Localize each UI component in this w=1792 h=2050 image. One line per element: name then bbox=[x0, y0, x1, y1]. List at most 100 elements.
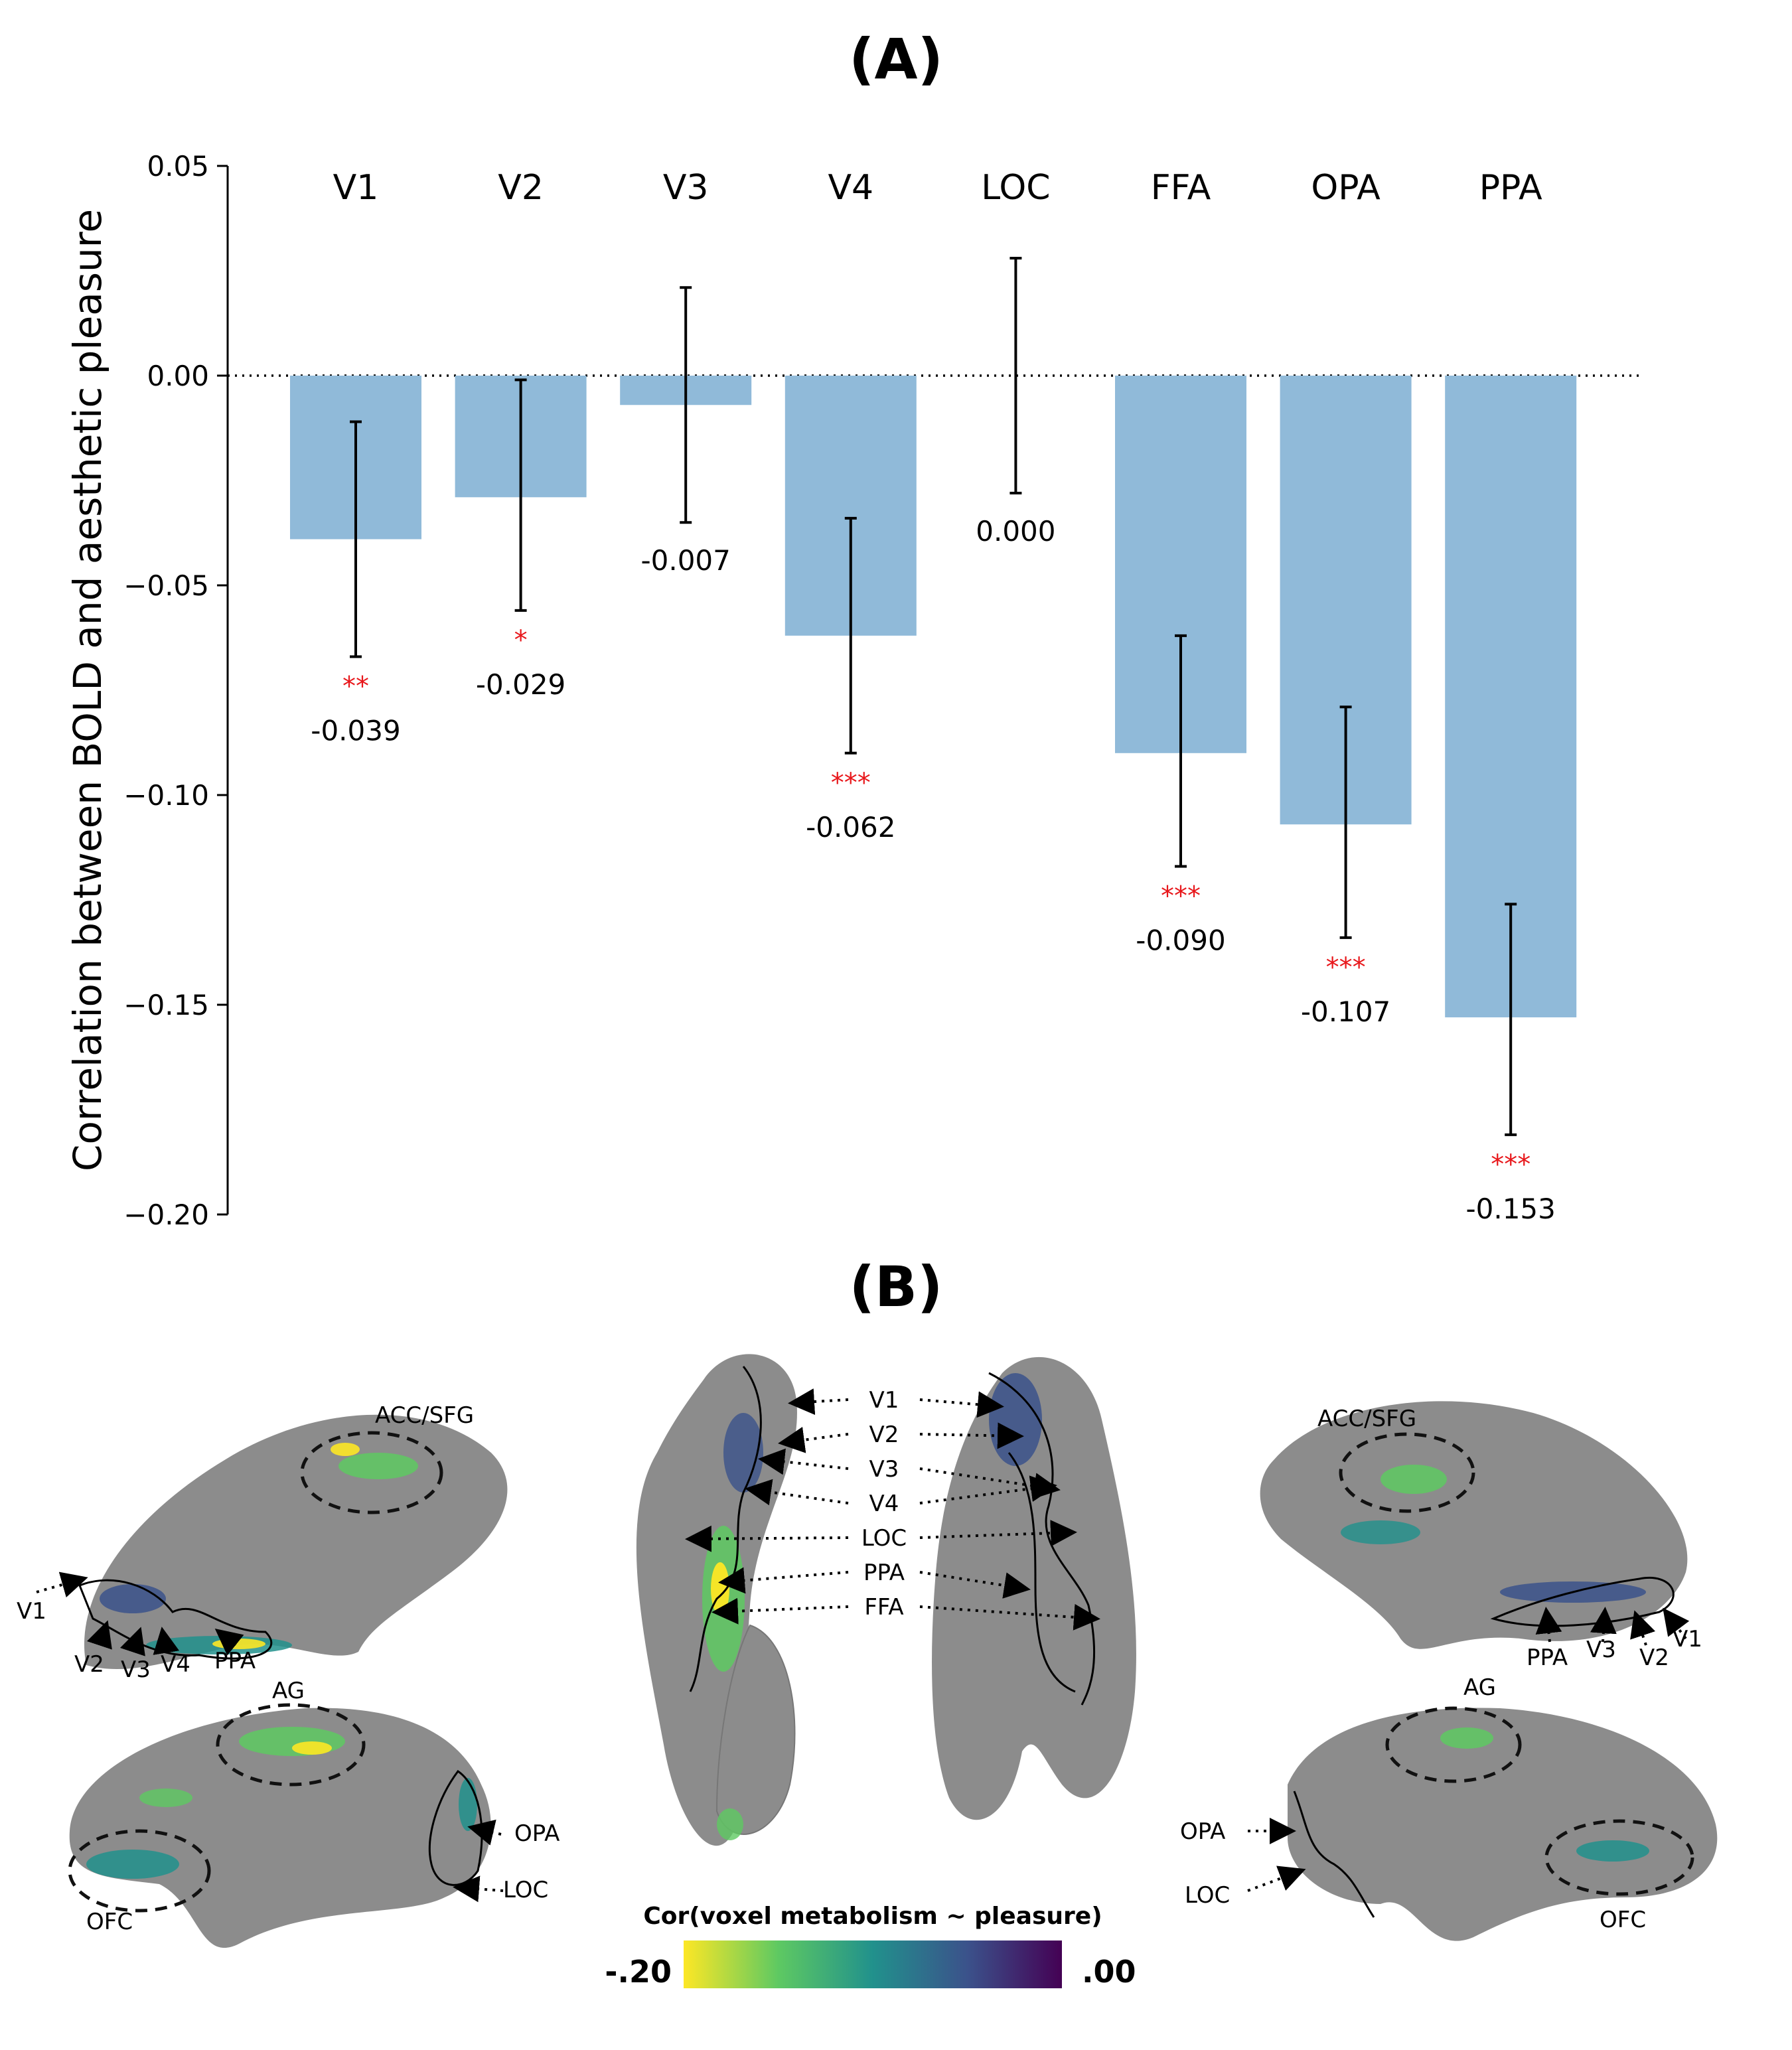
right-medial-roi-outline bbox=[1490, 1577, 1675, 1627]
y-tick-label: 0.00 bbox=[147, 360, 209, 392]
left-lateral-activation bbox=[139, 1789, 192, 1807]
y-tick-label: −0.20 bbox=[123, 1199, 209, 1231]
ventral-roi-outline bbox=[689, 1366, 762, 1692]
significance-label: *** bbox=[1161, 881, 1201, 911]
right-lateral-label: LOC bbox=[1185, 1882, 1230, 1909]
right-medial-accsfg-circle bbox=[1339, 1432, 1475, 1513]
ventral-activation bbox=[989, 1373, 1042, 1466]
left-medial-activation bbox=[338, 1453, 418, 1479]
right-lateral-label: AG bbox=[1463, 1674, 1496, 1701]
right-lateral-activation bbox=[1576, 1840, 1649, 1862]
significance-label: *** bbox=[1326, 952, 1366, 983]
right-lateral-ofc-circle bbox=[1544, 1819, 1694, 1896]
left-lateral-activation bbox=[292, 1741, 332, 1755]
right-lateral-roi-outline bbox=[1293, 1791, 1375, 1918]
right-medial-label: V1 bbox=[1673, 1626, 1702, 1652]
colorbar-min-label: -.20 bbox=[605, 1954, 672, 1990]
ventral-activation bbox=[723, 1413, 763, 1493]
y-tick-label: −0.15 bbox=[123, 989, 209, 1021]
bars bbox=[290, 257, 1577, 1136]
category-label: LOC bbox=[981, 168, 1050, 208]
left-medial-roi-outline bbox=[78, 1579, 273, 1660]
left-lateral-surface bbox=[69, 1708, 491, 1948]
right-medial-activation bbox=[1381, 1465, 1447, 1494]
category-label: FFA bbox=[1151, 168, 1211, 208]
colorbar-max-label: .00 bbox=[1082, 1954, 1136, 1990]
category-label: V4 bbox=[828, 168, 873, 208]
ventral-label: V1 bbox=[869, 1387, 899, 1414]
right-medial-label: ACC/SFG bbox=[1317, 1406, 1416, 1432]
right-medial-label: PPA bbox=[1527, 1645, 1568, 1671]
ventral-label: V2 bbox=[869, 1422, 899, 1448]
ventral-activation bbox=[717, 1808, 743, 1840]
ventral-roi-outline bbox=[1008, 1452, 1076, 1693]
left-lateral-ag-circle bbox=[216, 1703, 366, 1787]
ventral-label: LOC bbox=[861, 1525, 907, 1552]
annotation-arrows bbox=[36, 1388, 1690, 1903]
category-label: OPA bbox=[1311, 168, 1381, 208]
left-lateral-activation bbox=[459, 1778, 477, 1831]
roi-labels: ACC/SFG V1 V2 V3 V4 PPA AG OPA OFC LOC V… bbox=[17, 1387, 1702, 1935]
left-medial-activation bbox=[100, 1584, 166, 1613]
value-label: -0.007 bbox=[640, 544, 730, 577]
panel-a-label: (A) bbox=[849, 27, 943, 92]
right-medial-brain bbox=[1260, 1401, 1688, 1649]
category-label: V2 bbox=[498, 168, 544, 208]
left-lateral-label: AG bbox=[272, 1678, 305, 1704]
left-lateral-activation bbox=[86, 1850, 179, 1879]
significance-label: *** bbox=[831, 768, 871, 798]
right-medial-label: V2 bbox=[1639, 1645, 1669, 1671]
left-medial-label: PPA bbox=[214, 1648, 256, 1674]
ventral-label: FFA bbox=[864, 1594, 903, 1621]
left-medial-label: V2 bbox=[74, 1651, 104, 1678]
panel-b-label: (B) bbox=[849, 1254, 943, 1319]
category-label: PPA bbox=[1479, 168, 1542, 208]
right-lateral-activation bbox=[1440, 1727, 1493, 1749]
value-label: -0.062 bbox=[806, 811, 895, 843]
left-medial-brain bbox=[78, 1414, 508, 1670]
left-lateral-label: LOC bbox=[503, 1877, 548, 1903]
value-label: -0.039 bbox=[311, 714, 400, 747]
colorbar: Cor(voxel metabolism ~ pleasure) -.20 .0… bbox=[605, 1903, 1136, 1990]
value-label: -0.090 bbox=[1136, 924, 1225, 956]
ventral-right-hemisphere bbox=[932, 1356, 1136, 1820]
value-label: -0.107 bbox=[1301, 995, 1390, 1028]
left-lateral-label: OPA bbox=[514, 1820, 560, 1847]
left-lateral-ofc-circle bbox=[68, 1829, 211, 1913]
value-label: -0.029 bbox=[476, 668, 565, 701]
right-lateral-label: OPA bbox=[1180, 1818, 1225, 1845]
right-lateral-label: OFC bbox=[1600, 1907, 1646, 1933]
y-tick-label: 0.05 bbox=[147, 150, 209, 183]
right-medial-label: V3 bbox=[1586, 1637, 1616, 1663]
left-medial-label: V3 bbox=[121, 1656, 151, 1683]
bar-labels: V1 ** -0.039 V2 * -0.029 V3 -0.007 V4 *** -0.062 LO… bbox=[311, 168, 1556, 1225]
category-label: V3 bbox=[663, 168, 709, 208]
ventral-label: V3 bbox=[869, 1456, 899, 1483]
left-medial-activation bbox=[331, 1443, 360, 1456]
y-axis: 0.05 0.00 −0.05 −0.10 −0.15 −0.20 bbox=[123, 150, 1639, 1231]
colorbar-title: Cor(voxel metabolism ~ pleasure) bbox=[643, 1903, 1102, 1930]
ventral-label: V4 bbox=[869, 1491, 899, 1517]
value-label: 0.000 bbox=[976, 515, 1055, 548]
ventral-left-lobe bbox=[715, 1624, 796, 1835]
left-medial-label: V4 bbox=[161, 1651, 190, 1678]
value-label: -0.153 bbox=[1465, 1193, 1555, 1225]
left-medial-label: ACC/SFG bbox=[375, 1402, 474, 1429]
left-medial-label: V1 bbox=[17, 1598, 46, 1625]
y-tick-label: −0.05 bbox=[123, 569, 209, 602]
y-axis-label: Correlation between BOLD and aesthetic p… bbox=[65, 209, 110, 1171]
colorbar-gradient bbox=[684, 1940, 1062, 1988]
left-lateral-brain bbox=[68, 1703, 491, 1948]
right-lateral-brain bbox=[1288, 1706, 1718, 1941]
right-medial-surface bbox=[1260, 1401, 1688, 1649]
left-lateral-label: OFC bbox=[86, 1909, 133, 1935]
significance-label: ** bbox=[342, 671, 369, 701]
category-label: V1 bbox=[333, 168, 379, 208]
left-medial-surface bbox=[84, 1414, 508, 1670]
left-lateral-activation bbox=[239, 1727, 345, 1756]
right-lateral-ag-circle bbox=[1385, 1706, 1522, 1783]
significance-label: * bbox=[514, 625, 528, 656]
ventral-label: PPA bbox=[863, 1560, 905, 1586]
bar-chart: Correlation between BOLD and aesthetic p… bbox=[65, 150, 1639, 1231]
